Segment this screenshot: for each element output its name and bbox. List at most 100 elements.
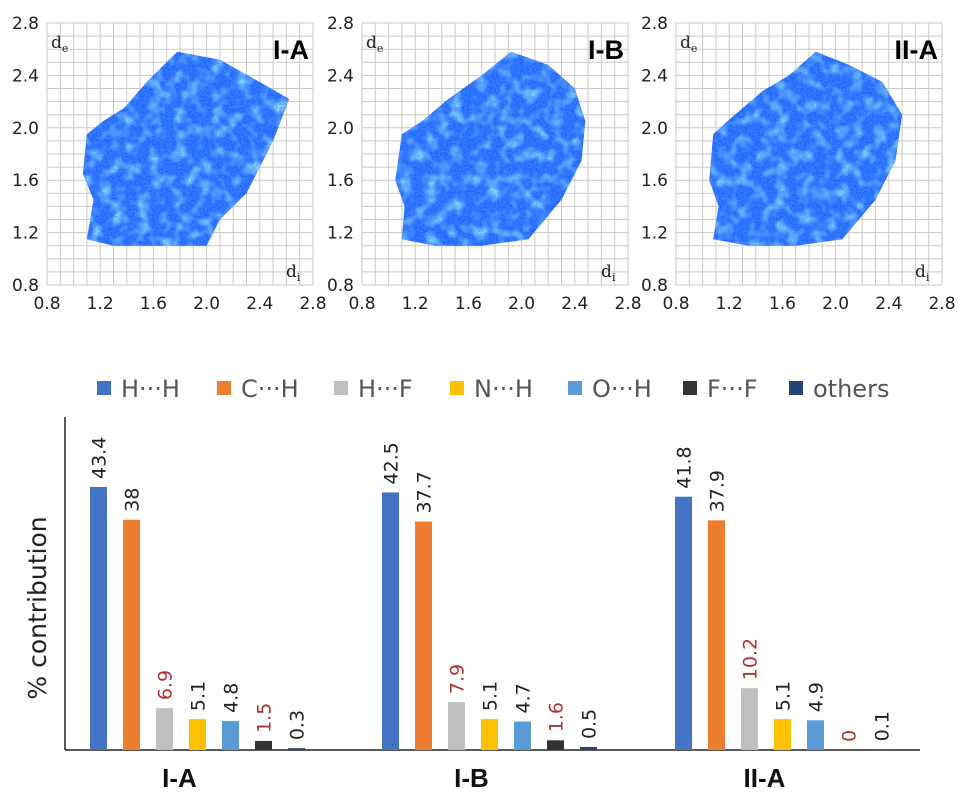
bar bbox=[741, 688, 758, 750]
fingerprint-title: I-B bbox=[588, 35, 624, 65]
x-tick-label: 2.0 bbox=[822, 294, 849, 314]
bar-value-label: 43.4 bbox=[89, 437, 111, 479]
y-axis-label-subscript: e bbox=[691, 42, 698, 55]
legend-item: others bbox=[789, 375, 889, 403]
bar bbox=[774, 719, 791, 750]
bar bbox=[580, 746, 597, 750]
legend-label: H···H bbox=[121, 375, 180, 403]
y-tick-label: 2.4 bbox=[12, 66, 39, 86]
bar-value-label: 37.9 bbox=[707, 470, 729, 512]
bar bbox=[288, 748, 305, 750]
bar bbox=[415, 521, 432, 750]
bar-value-label: 4.9 bbox=[806, 682, 828, 712]
x-tick-label: 2.8 bbox=[928, 294, 955, 314]
bar-value-label: 5.1 bbox=[188, 681, 210, 711]
y-tick-label: 2.4 bbox=[641, 66, 668, 86]
bar-value-label: 41.8 bbox=[674, 446, 696, 488]
legend-swatch bbox=[450, 381, 464, 395]
fingerprint-plot-3: 0.8 1.2 1.6 2.0 2.4 2.82.82.42.01.61.20.8dedi… bbox=[641, 14, 956, 314]
bar bbox=[448, 702, 465, 750]
x-tick-label: 2.4 bbox=[561, 294, 588, 314]
legend: H···H C···H H···F N···H O···H F···F others bbox=[97, 375, 889, 403]
y-axis-label-subscript: e bbox=[377, 42, 384, 55]
y-tick-label: 2.8 bbox=[641, 14, 668, 34]
category-label: I-A bbox=[162, 763, 197, 793]
bar bbox=[708, 520, 725, 750]
bar-value-label: 42.5 bbox=[381, 442, 403, 484]
x-tick-label: 2.8 bbox=[614, 294, 641, 314]
x-tick-label: 1.2 bbox=[402, 294, 429, 314]
x-axis-label-subscript: i bbox=[926, 271, 930, 284]
y-axis-label-subscript: e bbox=[62, 42, 69, 55]
legend-item: F···F bbox=[683, 375, 758, 403]
bar bbox=[90, 486, 107, 750]
x-tick-label: 0.8 bbox=[33, 294, 60, 314]
y-tick-label: 2.8 bbox=[12, 14, 39, 34]
bar-value-label: 0.5 bbox=[579, 709, 601, 739]
x-tick-label: 1.2 bbox=[716, 294, 743, 314]
legend-label: C···H bbox=[241, 375, 299, 403]
bar-group-ii-a: 41.8 37.9 10.2 5.1 4.9 0 0.1 II-A bbox=[674, 446, 894, 793]
x-tick-label: 1.2 bbox=[87, 294, 114, 314]
y-tick-label: 2.8 bbox=[327, 14, 354, 34]
bar bbox=[255, 740, 272, 750]
bar-chart: H···H C···H H···F N···H O···H F···F others % co… bbox=[23, 375, 920, 793]
bar bbox=[675, 496, 692, 750]
x-axis-label-subscript: i bbox=[612, 271, 616, 284]
legend-label: F···F bbox=[707, 375, 758, 403]
bar bbox=[481, 719, 498, 750]
x-axis-label: di bbox=[286, 262, 301, 284]
x-tick-label: 0.8 bbox=[348, 294, 375, 314]
y-tick-label: 0.8 bbox=[641, 276, 668, 296]
legend-swatch bbox=[568, 381, 582, 395]
fingerprint-plots: 0.8 1.2 1.6 2.0 2.4 2.82.82.42.01.61.20.8dedi… bbox=[12, 14, 956, 314]
x-tick-label: 2.0 bbox=[508, 294, 535, 314]
legend-item: H···H bbox=[97, 375, 180, 403]
bar bbox=[189, 719, 206, 750]
legend-item: H···F bbox=[334, 375, 413, 403]
x-tick-label: 2.4 bbox=[875, 294, 902, 314]
legend-item: C···H bbox=[217, 375, 299, 403]
fingerprint-plot-1: 0.8 1.2 1.6 2.0 2.4 2.82.82.42.01.61.20.8dedi… bbox=[12, 14, 327, 314]
category-label: I-B bbox=[454, 763, 489, 793]
legend-swatch bbox=[97, 381, 111, 395]
x-tick-label: 1.6 bbox=[769, 294, 796, 314]
bar-value-label: 37.7 bbox=[414, 471, 436, 513]
legend-label: O···H bbox=[592, 375, 652, 403]
y-tick-label: 1.6 bbox=[641, 171, 668, 191]
legend-item: N···H bbox=[450, 375, 533, 403]
y-tick-label: 2.0 bbox=[12, 119, 39, 139]
bar bbox=[807, 720, 824, 750]
bar bbox=[547, 740, 564, 750]
bar-value-label: 0.3 bbox=[287, 710, 309, 740]
bar-value-label: 5.1 bbox=[773, 681, 795, 711]
y-tick-label: 1.6 bbox=[327, 171, 354, 191]
legend-swatch bbox=[217, 381, 231, 395]
bar-value-label: 5.1 bbox=[480, 681, 502, 711]
bar bbox=[382, 492, 399, 750]
x-tick-label: 2.4 bbox=[246, 294, 273, 314]
category-label: II-A bbox=[744, 763, 786, 793]
bar-value-label: 0 bbox=[839, 730, 861, 742]
bar-value-label: 1.5 bbox=[254, 703, 276, 733]
bar bbox=[123, 519, 140, 750]
y-tick-label: 0.8 bbox=[12, 276, 39, 296]
y-tick-label: 1.2 bbox=[12, 224, 39, 244]
y-tick-label: 1.2 bbox=[641, 224, 668, 244]
bar bbox=[514, 721, 531, 750]
x-tick-label: 1.6 bbox=[455, 294, 482, 314]
bar-value-label: 4.8 bbox=[221, 683, 243, 713]
fingerprint-title: II-A bbox=[895, 35, 939, 65]
y-tick-label: 1.2 bbox=[327, 224, 354, 244]
y-tick-label: 1.6 bbox=[12, 171, 39, 191]
legend-item: O···H bbox=[568, 375, 652, 403]
bar bbox=[222, 720, 239, 750]
y-tick-label: 2.4 bbox=[327, 66, 354, 86]
x-axis-label: di bbox=[915, 262, 930, 284]
x-tick-label: 2.8 bbox=[299, 294, 326, 314]
bar-group-i-b: 42.5 37.7 7.9 5.1 4.7 1.6 0.5 I-B bbox=[381, 442, 601, 793]
bar-value-label: 0.1 bbox=[872, 711, 894, 741]
legend-swatch bbox=[683, 381, 697, 395]
y-tick-label: 2.0 bbox=[327, 119, 354, 139]
